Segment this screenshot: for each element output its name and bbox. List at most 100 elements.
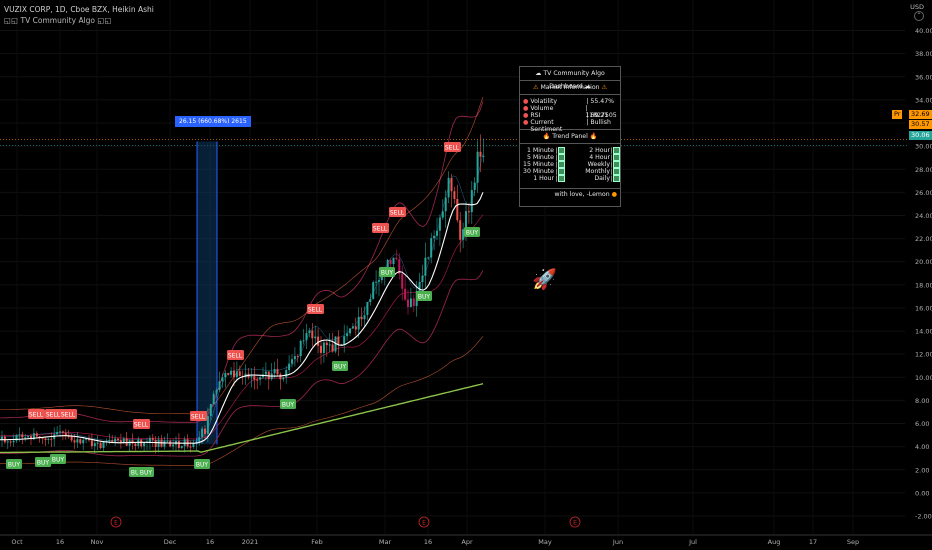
buy-signal [138, 467, 154, 477]
x-tick-label: May [538, 538, 552, 546]
candles [1, 134, 485, 454]
buy-label: BUY [131, 469, 144, 476]
sell-label: SELL [61, 411, 76, 418]
buy-label: BUY [418, 293, 431, 300]
candle-body [67, 436, 70, 438]
trend-tf-a: 1 Minute [526, 147, 554, 154]
chart-legend: VUZIX CORP, 1D, Cboe BZX, Heikin Ashi ◱◱… [4, 4, 154, 26]
candle-body [311, 330, 314, 339]
check-icon [612, 154, 620, 161]
warning-icon: ⚠ [601, 84, 608, 91]
market-row: ● Volatility | 55.47% [520, 98, 620, 105]
candle-body [395, 257, 398, 260]
y-tick-label: 10.00 [915, 374, 932, 382]
candle-body [59, 431, 61, 433]
x-tick-label: 16 [56, 538, 64, 546]
sell-signal [227, 350, 244, 360]
ma-long-line [0, 383, 484, 454]
buy-signal [416, 291, 432, 301]
buy-label: BUY [334, 363, 347, 370]
candle-body [279, 374, 282, 380]
trend-tf-a: 5 Minute [526, 154, 554, 161]
cloud-icon: ☁ [584, 83, 591, 90]
candle-body [201, 428, 204, 438]
candle-body [392, 257, 395, 265]
candle-body [450, 177, 453, 192]
trend-tf-b: Weekly [587, 161, 610, 168]
y-tick-label: 4.00 [915, 443, 929, 451]
y-tick-label: 2.00 [915, 466, 929, 474]
market-value: | 55.47% [586, 98, 615, 105]
candle-body [465, 211, 467, 230]
candle-body [322, 342, 325, 353]
x-tick-label: Dec [164, 538, 177, 546]
candle-body [12, 440, 15, 443]
earnings-icon [569, 516, 581, 528]
candle-body [102, 441, 105, 449]
warning-icon: ⚠ [532, 84, 539, 91]
trend-row: 1 Minute | 2 Hour | [520, 147, 620, 155]
trend-tf-b: 2 Hour [589, 147, 610, 154]
scroll-up-icon[interactable]: ⌃ [914, 11, 924, 21]
currency-label: USD [910, 3, 924, 11]
candle-body [151, 437, 154, 440]
sell-label: SELL [308, 306, 323, 313]
indicator-line: ◱◱ TV Community Algo ◱◱ [4, 16, 112, 25]
buy-signal [50, 454, 66, 464]
x-tick-label: Mar [379, 538, 392, 546]
candle-body [293, 356, 296, 360]
y-tick-label: 18.00 [915, 281, 932, 289]
check-icon [612, 175, 620, 182]
check-icon [557, 147, 565, 154]
candle-body [407, 299, 409, 307]
candle-body [438, 217, 441, 231]
y-tick-label: 36.00 [915, 73, 932, 81]
candle-body [9, 441, 12, 443]
candle-body [134, 443, 137, 446]
candle-body [148, 437, 151, 442]
buy-label: BUY [52, 456, 65, 463]
candle-body [32, 433, 35, 440]
candle-body [30, 436, 32, 440]
x-axis[interactable]: Oct 16 Nov Dec 16 2021 Feb Mar 16 Apr May Jun Jul Aug… [0, 534, 932, 546]
y-axis[interactable]: 40.0038.0036.0034.0032.0030.0028.0026.00… [915, 27, 932, 520]
candle-body [314, 336, 317, 339]
candle-body [76, 439, 79, 443]
trend-row: 30 Minute | Monthly | [520, 168, 620, 176]
market-row: ● Current Sentiment | Bullish [520, 119, 620, 133]
candle-body [291, 359, 293, 364]
candle-body [351, 326, 354, 329]
pin-icon: ● [523, 98, 529, 105]
y-tick-label: 14.00 [915, 328, 932, 336]
candle-body [99, 442, 102, 449]
candle-body [427, 257, 430, 259]
candle-body [296, 356, 299, 358]
candle-body [386, 260, 389, 270]
candle-body [375, 281, 378, 283]
candle-body [224, 373, 227, 378]
candle-body [206, 416, 209, 434]
buy-signal [35, 457, 51, 467]
candle-body [404, 288, 407, 300]
candle-body [122, 438, 125, 443]
candle-body [117, 438, 119, 441]
buy-signal [6, 459, 22, 469]
candle-body [282, 377, 285, 380]
lemon-icon: ● [611, 191, 617, 198]
trend-tf-a: 1 Hour [533, 175, 554, 182]
dashboard-title-text: TV Community Algo Dashboard [543, 70, 605, 90]
candle-body [172, 444, 175, 447]
buy-label: BUY [140, 469, 153, 476]
band-fast [0, 153, 484, 441]
sell-label: SELL [390, 209, 405, 216]
x-tick-label: Jul [688, 538, 697, 546]
buy-signal [332, 361, 348, 371]
candle-body [230, 370, 233, 375]
candle-body [418, 282, 421, 291]
buy-label: BUY [282, 401, 295, 408]
candle-body [56, 432, 59, 435]
market-key: Volume [530, 105, 554, 112]
candle-body [192, 442, 195, 448]
buy-label: BUY [8, 461, 21, 468]
